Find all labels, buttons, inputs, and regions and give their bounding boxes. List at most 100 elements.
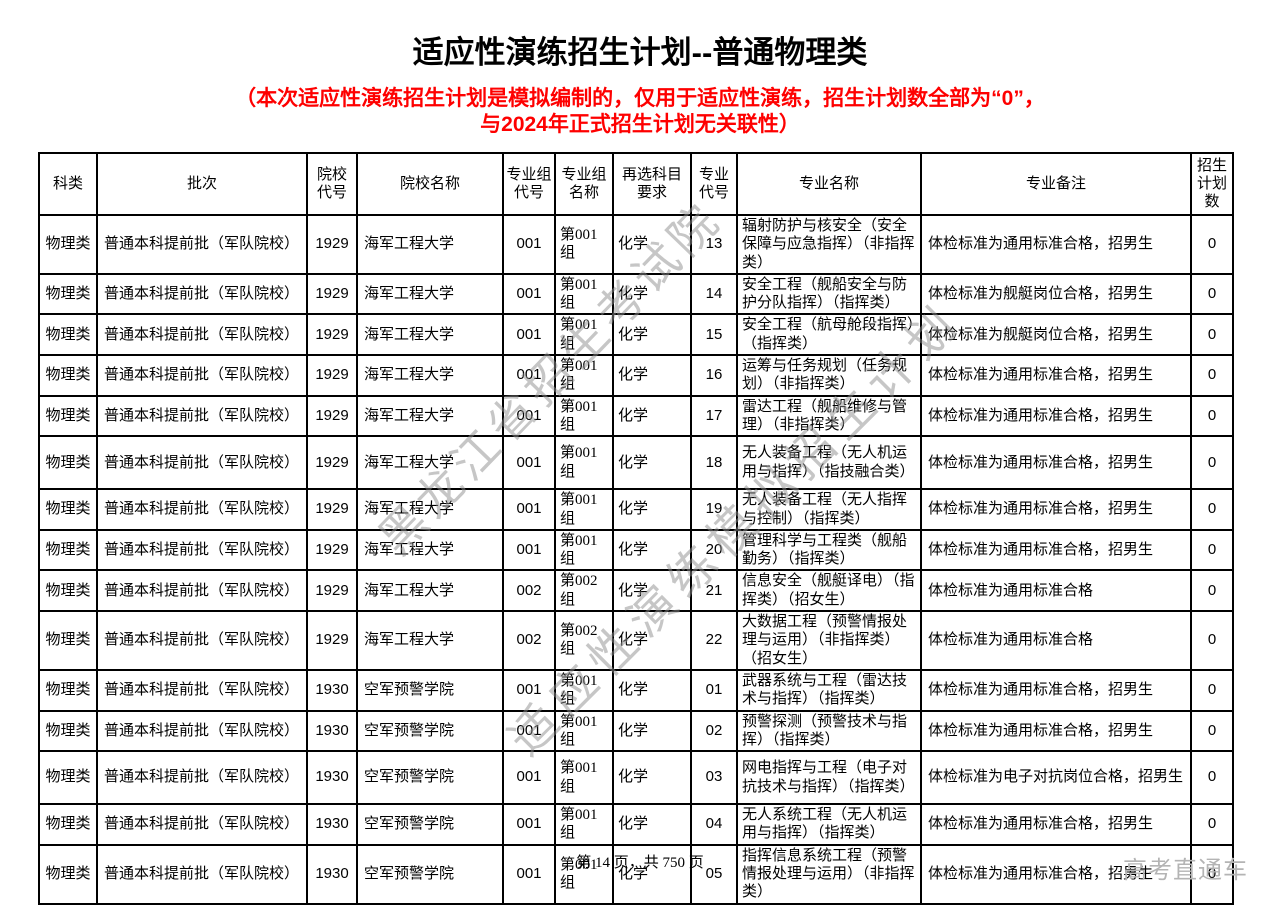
table-row: 物理类 普通本科提前批（军队院校） 1930 空军预警学院 001 第001组 化学 02 预警…	[38, 709, 1234, 753]
cell-major-code: 14	[690, 272, 738, 316]
cell-major-note: 体检标准为通用标准合格，招男生	[920, 803, 1192, 846]
cell-subject-requirement: 化学	[612, 668, 692, 712]
cell-plan-count: 0	[1190, 435, 1234, 491]
cell-group-name: 第001组	[554, 394, 614, 438]
cell-plan-count: 0	[1190, 569, 1234, 613]
cell-batch: 普通本科提前批（军队院校）	[96, 435, 308, 491]
cell-subject-type: 物理类	[38, 214, 98, 275]
cell-major-name: 辐射防护与核安全（安全保障与应急指挥）（非指挥类）	[736, 214, 922, 275]
cell-college-code: 1929	[306, 435, 358, 491]
cell-major-note: 体检标准为舰艇岗位合格，招男生	[920, 272, 1192, 316]
cell-major-note: 体检标准为舰艇岗位合格，招男生	[920, 313, 1192, 357]
cell-college-code: 1930	[306, 750, 358, 806]
cell-batch: 普通本科提前批（军队院校）	[96, 214, 308, 275]
cell-group-name: 第001组	[554, 709, 614, 753]
cell-plan-count: 0	[1190, 803, 1234, 846]
cell-subject-requirement: 化学	[612, 488, 692, 531]
cell-college-code: 1930	[306, 843, 358, 905]
header-major-code: 专业 代号	[690, 152, 738, 216]
cell-college-code: 1930	[306, 803, 358, 846]
cell-major-name: 无人装备工程（无人指挥与控制）（指挥类）	[736, 488, 922, 531]
cell-group-code: 001	[502, 214, 556, 275]
cell-batch: 普通本科提前批（军队院校）	[96, 668, 308, 712]
cell-group-code: 001	[502, 272, 556, 316]
cell-group-name: 第001组	[554, 435, 614, 491]
cell-plan-count: 0	[1190, 272, 1234, 316]
table-row: 物理类 普通本科提前批（军队院校） 1929 海军工程大学 001 第001组 化学 20 管理…	[38, 528, 1234, 572]
brand-watermark: 高考直通车	[1123, 857, 1248, 884]
cell-batch: 普通本科提前批（军队院校）	[96, 313, 308, 357]
cell-major-code: 19	[690, 488, 738, 531]
cell-subject-requirement: 化学	[612, 750, 692, 806]
cell-subject-type: 物理类	[38, 843, 98, 905]
cell-group-name: 第001组	[554, 272, 614, 316]
cell-major-name: 网电指挥与工程（电子对抗技术与指挥）（指挥类）	[736, 750, 922, 806]
cell-group-name: 第001组	[554, 354, 614, 397]
cell-major-code: 03	[690, 750, 738, 806]
page-title: 适应性演练招生计划--普通物理类	[412, 35, 868, 70]
cell-college-name: 空军预警学院	[356, 709, 504, 753]
cell-group-code: 002	[502, 610, 556, 671]
cell-major-note: 体检标准为通用标准合格	[920, 569, 1192, 613]
cell-college-code: 1930	[306, 668, 358, 712]
cell-subject-requirement: 化学	[612, 435, 692, 491]
table-row: 物理类 普通本科提前批（军队院校） 1929 海军工程大学 002 第002组 化学 22 大数…	[38, 610, 1234, 671]
cell-subject-requirement: 化学	[612, 528, 692, 572]
page-subtitle: （本次适应性演练招生计划是模拟编制的，仅用于适应性演练，招生计划数全部为“0”，…	[235, 87, 1045, 136]
table-row: 物理类 普通本科提前批（军队院校） 1930 空军预警学院 001 第001组 化学 01 武器…	[38, 668, 1234, 712]
cell-group-name: 第002组	[554, 610, 614, 671]
cell-major-name: 无人系统工程（无人机运用与指挥）（指挥类）	[736, 803, 922, 846]
cell-major-code: 16	[690, 354, 738, 397]
cell-college-code: 1929	[306, 272, 358, 316]
cell-subject-type: 物理类	[38, 569, 98, 613]
cell-college-name: 海军工程大学	[356, 214, 504, 275]
cell-major-note: 体检标准为通用标准合格，招男生	[920, 843, 1192, 905]
table-row: 物理类 普通本科提前批（军队院校） 1929 海军工程大学 001 第001组 化学 17 雷达…	[38, 394, 1234, 438]
cell-plan-count: 0	[1190, 843, 1234, 905]
cell-subject-type: 物理类	[38, 488, 98, 531]
cell-major-code: 13	[690, 214, 738, 275]
cell-college-name: 空军预警学院	[356, 803, 504, 846]
cell-college-name: 海军工程大学	[356, 313, 504, 357]
cell-college-name: 海军工程大学	[356, 272, 504, 316]
cell-plan-count: 0	[1190, 214, 1234, 275]
cell-subject-requirement: 化学	[612, 394, 692, 438]
cell-major-note: 体检标准为通用标准合格，招男生	[920, 214, 1192, 275]
cell-major-code: 20	[690, 528, 738, 572]
table-row: 物理类 普通本科提前批（军队院校） 1930 空军预警学院 001 第001组 化学 05 指挥…	[38, 843, 1234, 905]
header-subject-type: 科类	[38, 152, 98, 216]
cell-plan-count: 0	[1190, 610, 1234, 671]
cell-subject-type: 物理类	[38, 668, 98, 712]
table-row: 物理类 普通本科提前批（军队院校） 1929 海军工程大学 001 第001组 化学 18 无人…	[38, 435, 1234, 491]
cell-batch: 普通本科提前批（军队院校）	[96, 610, 308, 671]
cell-major-name: 安全工程（舰船安全与防护分队指挥）（指挥类）	[736, 272, 922, 316]
table-header-row: 科类 批次 院校 代号 院校名称 专业组 代号 专业组 名称 再选科目 要求 专…	[38, 152, 1234, 216]
cell-group-name: 第001组	[554, 214, 614, 275]
cell-plan-count: 0	[1190, 750, 1234, 806]
cell-group-name: 第001组	[554, 803, 614, 846]
cell-major-note: 体检标准为通用标准合格，招男生	[920, 394, 1192, 438]
cell-batch: 普通本科提前批（军队院校）	[96, 272, 308, 316]
cell-college-name: 空军预警学院	[356, 750, 504, 806]
cell-major-note: 体检标准为通用标准合格	[920, 610, 1192, 671]
cell-major-note: 体检标准为通用标准合格，招男生	[920, 354, 1192, 397]
header-college-name: 院校名称	[356, 152, 504, 216]
cell-major-note: 体检标准为通用标准合格，招男生	[920, 709, 1192, 753]
cell-group-name: 第001组	[554, 750, 614, 806]
table-row: 物理类 普通本科提前批（军队院校） 1929 海军工程大学 001 第001组 化学 15 安全…	[38, 313, 1234, 357]
cell-college-code: 1929	[306, 394, 358, 438]
cell-batch: 普通本科提前批（军队院校）	[96, 354, 308, 397]
cell-subject-requirement: 化学	[612, 843, 692, 905]
cell-batch: 普通本科提前批（军队院校）	[96, 709, 308, 753]
cell-major-note: 体检标准为通用标准合格，招男生	[920, 488, 1192, 531]
cell-group-name: 第001组	[554, 488, 614, 531]
cell-subject-requirement: 化学	[612, 610, 692, 671]
cell-major-code: 22	[690, 610, 738, 671]
cell-plan-count: 0	[1190, 354, 1234, 397]
cell-college-code: 1929	[306, 313, 358, 357]
cell-college-name: 海军工程大学	[356, 435, 504, 491]
cell-subject-requirement: 化学	[612, 569, 692, 613]
cell-major-name: 运筹与任务规划（任务规划）（非指挥类）	[736, 354, 922, 397]
cell-college-code: 1929	[306, 488, 358, 531]
table-row: 物理类 普通本科提前批（军队院校） 1930 空军预警学院 001 第001组 化学 04 无人…	[38, 803, 1234, 846]
